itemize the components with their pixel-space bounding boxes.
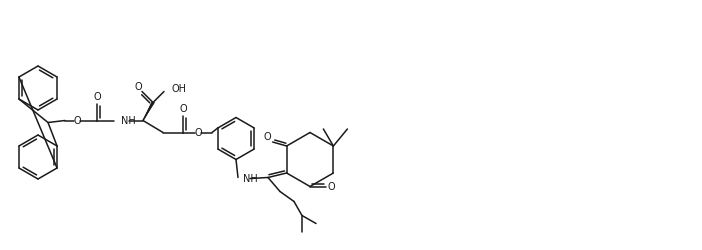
Text: O: O	[327, 182, 335, 192]
Text: O: O	[73, 116, 81, 126]
Text: O: O	[179, 104, 187, 115]
Text: NH: NH	[243, 174, 258, 184]
Text: O: O	[93, 92, 101, 102]
Text: OH: OH	[172, 84, 187, 94]
Text: O: O	[194, 128, 201, 138]
Text: O: O	[264, 132, 272, 142]
Polygon shape	[143, 102, 154, 120]
Text: O: O	[134, 82, 142, 92]
Text: NH: NH	[121, 116, 135, 126]
